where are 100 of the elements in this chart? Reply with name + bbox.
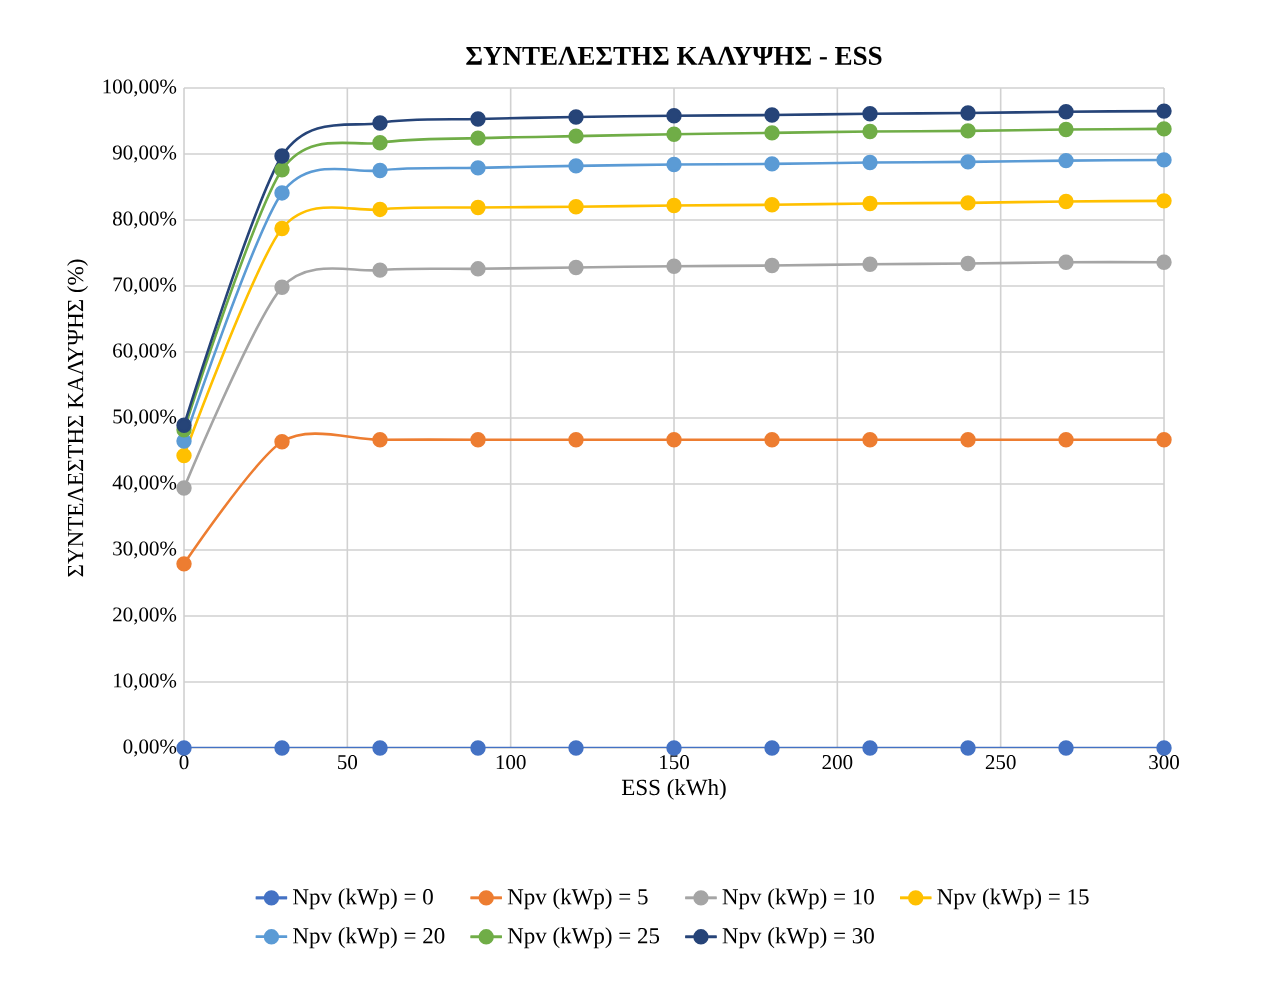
point — [274, 185, 290, 201]
point — [372, 262, 388, 278]
point — [274, 740, 290, 756]
point — [176, 556, 192, 572]
point — [274, 148, 290, 164]
point — [568, 259, 584, 276]
y-tick-label: 60,00% — [113, 343, 177, 361]
point — [862, 154, 878, 171]
point — [764, 156, 780, 172]
x-axis-title: ESS (kWh) — [621, 778, 726, 800]
x-tick-label: 100 — [496, 755, 526, 770]
x-tick-label: 50 — [338, 755, 358, 770]
point — [764, 432, 780, 448]
y-tick-label: 30,00% — [113, 541, 177, 559]
point — [1156, 103, 1172, 119]
point — [372, 162, 388, 179]
point — [1058, 104, 1074, 120]
point — [568, 109, 584, 125]
legend-label: Npv (kWp) = 0 — [293, 888, 433, 910]
point — [1058, 121, 1074, 138]
point — [666, 156, 682, 173]
chart-title: ΣΥΝΤΕΛΕΣΤΗΣ ΚΑΛΥΨΗΣ - ESS — [466, 46, 882, 65]
point — [274, 220, 290, 237]
point — [568, 128, 584, 144]
point — [666, 740, 682, 756]
legend-label: Npv (kWp) = 25 — [507, 927, 660, 949]
point — [862, 195, 878, 212]
point — [1156, 152, 1172, 168]
point — [568, 199, 584, 215]
point — [1156, 740, 1172, 756]
legend-label: Npv (kWp) = 20 — [293, 927, 445, 949]
x-tick-label: 0 — [179, 755, 189, 770]
point — [666, 258, 682, 274]
y-tick-label: 40,00% — [112, 475, 177, 493]
point — [372, 135, 388, 151]
point — [862, 123, 878, 140]
point — [1156, 432, 1172, 448]
point — [764, 257, 780, 274]
y-tick-label: 0,00% — [123, 739, 177, 757]
point — [666, 108, 682, 124]
point — [862, 256, 878, 272]
y-axis-title: ΣΥΝΤΕΛΕΣΤΗΣ ΚΑΛΥΨΗΣ (%) — [67, 259, 88, 577]
point — [470, 130, 486, 146]
point — [176, 740, 192, 756]
point — [470, 160, 486, 176]
point — [568, 158, 584, 174]
point — [960, 740, 976, 756]
legend-label: Npv (kWp) = 30 — [722, 927, 874, 949]
point — [470, 111, 486, 127]
point — [1058, 254, 1074, 270]
point — [176, 447, 192, 464]
y-tick-label: 50,00% — [113, 409, 177, 427]
point — [1058, 193, 1074, 210]
point — [666, 126, 682, 142]
point — [960, 195, 976, 211]
point — [764, 125, 780, 141]
point — [764, 197, 780, 213]
point — [176, 480, 192, 496]
point — [274, 279, 290, 295]
legend-label: Npv (kWp) = 15 — [937, 888, 1089, 910]
point — [274, 434, 290, 450]
point — [372, 432, 388, 448]
point — [1156, 193, 1172, 209]
y-tick-label: 80,00% — [112, 211, 177, 229]
y-tick-label: 70,00% — [113, 277, 177, 295]
point — [666, 197, 682, 214]
x-tick-label: 200 — [822, 755, 853, 770]
point — [1058, 432, 1074, 448]
point — [372, 201, 388, 218]
point — [568, 432, 584, 448]
point — [862, 432, 878, 448]
point — [960, 123, 976, 139]
point — [862, 106, 878, 122]
x-tick-label: 300 — [1149, 755, 1179, 770]
point — [176, 417, 192, 433]
point — [960, 154, 976, 170]
point — [372, 740, 388, 756]
y-tick-label: 10,00% — [114, 673, 177, 691]
x-tick-label: 250 — [985, 755, 1016, 770]
point — [568, 740, 584, 756]
point — [1156, 254, 1172, 270]
point — [960, 432, 976, 448]
point — [274, 162, 290, 178]
legend-label: Npv (kWp) = 5 — [507, 888, 648, 910]
legend-label: Npv (kWp) = 10 — [722, 888, 874, 910]
point — [470, 199, 486, 216]
point — [764, 740, 780, 756]
y-tick-label: 100,00% — [103, 79, 177, 97]
point — [1156, 121, 1172, 137]
point — [470, 261, 486, 277]
point — [372, 115, 388, 131]
y-tick-label: 90,00% — [112, 145, 177, 163]
point — [666, 432, 682, 448]
point — [960, 255, 976, 272]
x-tick-label: 150 — [660, 755, 689, 770]
point — [862, 740, 878, 756]
point — [960, 105, 976, 121]
point — [1058, 152, 1074, 169]
point — [470, 740, 486, 756]
point — [1058, 740, 1074, 756]
